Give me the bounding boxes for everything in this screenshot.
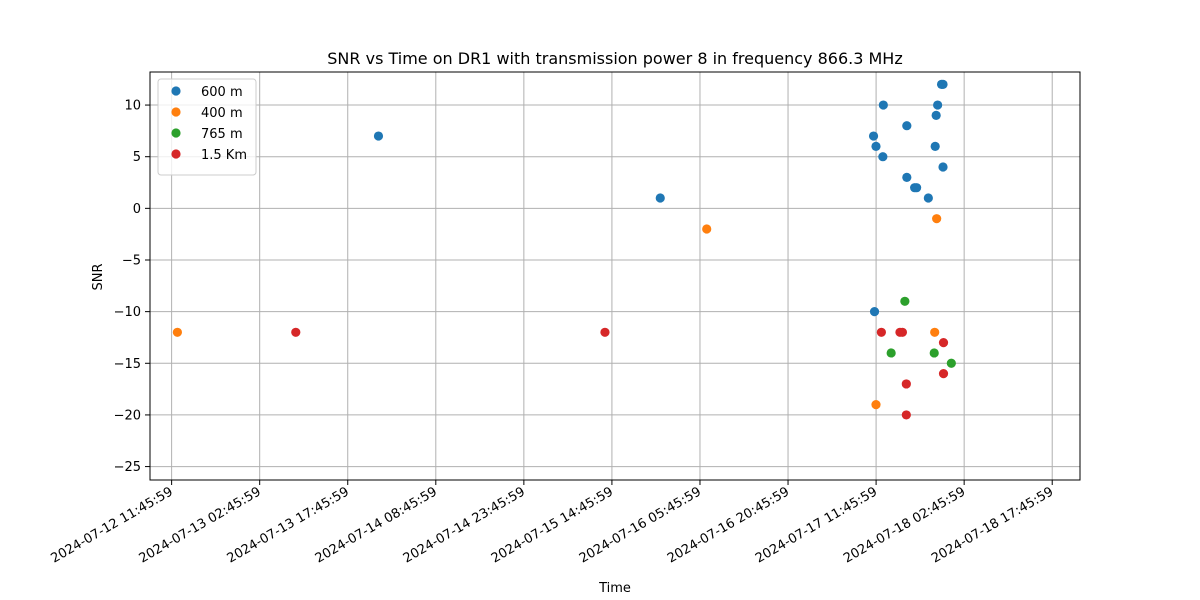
- data-point-400-m: [871, 399, 881, 410]
- plot-frame: [149, 71, 1081, 481]
- data-point-1-5-km: [897, 327, 908, 337]
- legend-marker: [171, 149, 181, 159]
- x-axis-label: Time: [598, 581, 631, 596]
- chart-title: SNR vs Time on DR1 with transmission pow…: [327, 49, 902, 68]
- legend-label: 400 m: [201, 106, 243, 121]
- data-point-600-m: [933, 100, 943, 110]
- grid: [150, 72, 1080, 480]
- data-point-600-m: [373, 131, 384, 141]
- y-axis-label: SNR: [91, 263, 106, 290]
- data-point-600-m: [655, 193, 665, 203]
- data-point-400-m: [172, 327, 182, 337]
- legend-label: 1.5 Km: [201, 148, 247, 163]
- data-point-400-m: [702, 224, 712, 234]
- data-points: [172, 79, 956, 420]
- data-point-600-m: [931, 110, 941, 120]
- data-point-1-5-km: [600, 327, 610, 337]
- legend-marker: [171, 107, 181, 117]
- data-point-765-m: [886, 348, 896, 358]
- data-point-400-m: [932, 214, 942, 224]
- data-point-600-m: [923, 193, 933, 203]
- y-tick-label: −25: [114, 460, 141, 475]
- legend-marker: [171, 128, 181, 138]
- data-point-600-m: [930, 141, 940, 151]
- data-point-600-m: [912, 183, 922, 193]
- legend: 600 m 400 m 765 m 1.5 Km: [157, 78, 257, 176]
- data-point-600-m: [902, 172, 912, 182]
- y-tick-label: −15: [114, 357, 141, 372]
- data-point-600-m: [938, 162, 948, 172]
- legend-label: 765 m: [201, 127, 243, 142]
- y-tick-label: 5: [133, 150, 141, 165]
- data-point-1-5-km: [938, 369, 949, 379]
- y-tick-label: 0: [133, 202, 141, 217]
- data-point-400-m: [930, 327, 940, 337]
- data-point-600-m: [869, 307, 880, 317]
- y-tick-label: −20: [114, 408, 141, 423]
- legend-box: [157, 78, 257, 176]
- data-point-600-m: [938, 79, 948, 89]
- y-tick-label: −5: [122, 253, 141, 268]
- data-point-600-m: [868, 131, 879, 141]
- data-point-1-5-km: [901, 410, 911, 420]
- data-point-600-m: [878, 152, 888, 162]
- data-point-1-5-km: [876, 327, 886, 337]
- data-point-1-5-km: [291, 327, 301, 337]
- y-tick-label: 10: [124, 99, 141, 114]
- data-point-1-5-km: [938, 338, 949, 348]
- legend-label: 600 m: [201, 85, 243, 100]
- y-tick-label: −10: [114, 305, 141, 320]
- data-point-600-m: [902, 121, 912, 131]
- data-point-765-m: [929, 348, 939, 358]
- data-point-600-m: [871, 141, 881, 151]
- data-point-1-5-km: [901, 379, 911, 389]
- legend-marker: [171, 86, 181, 96]
- y-axis: 10 5 0 −5 −10 −15 −20 −25: [114, 99, 150, 475]
- data-point-765-m: [900, 296, 910, 306]
- data-point-600-m: [878, 100, 888, 110]
- data-point-765-m: [946, 358, 956, 368]
